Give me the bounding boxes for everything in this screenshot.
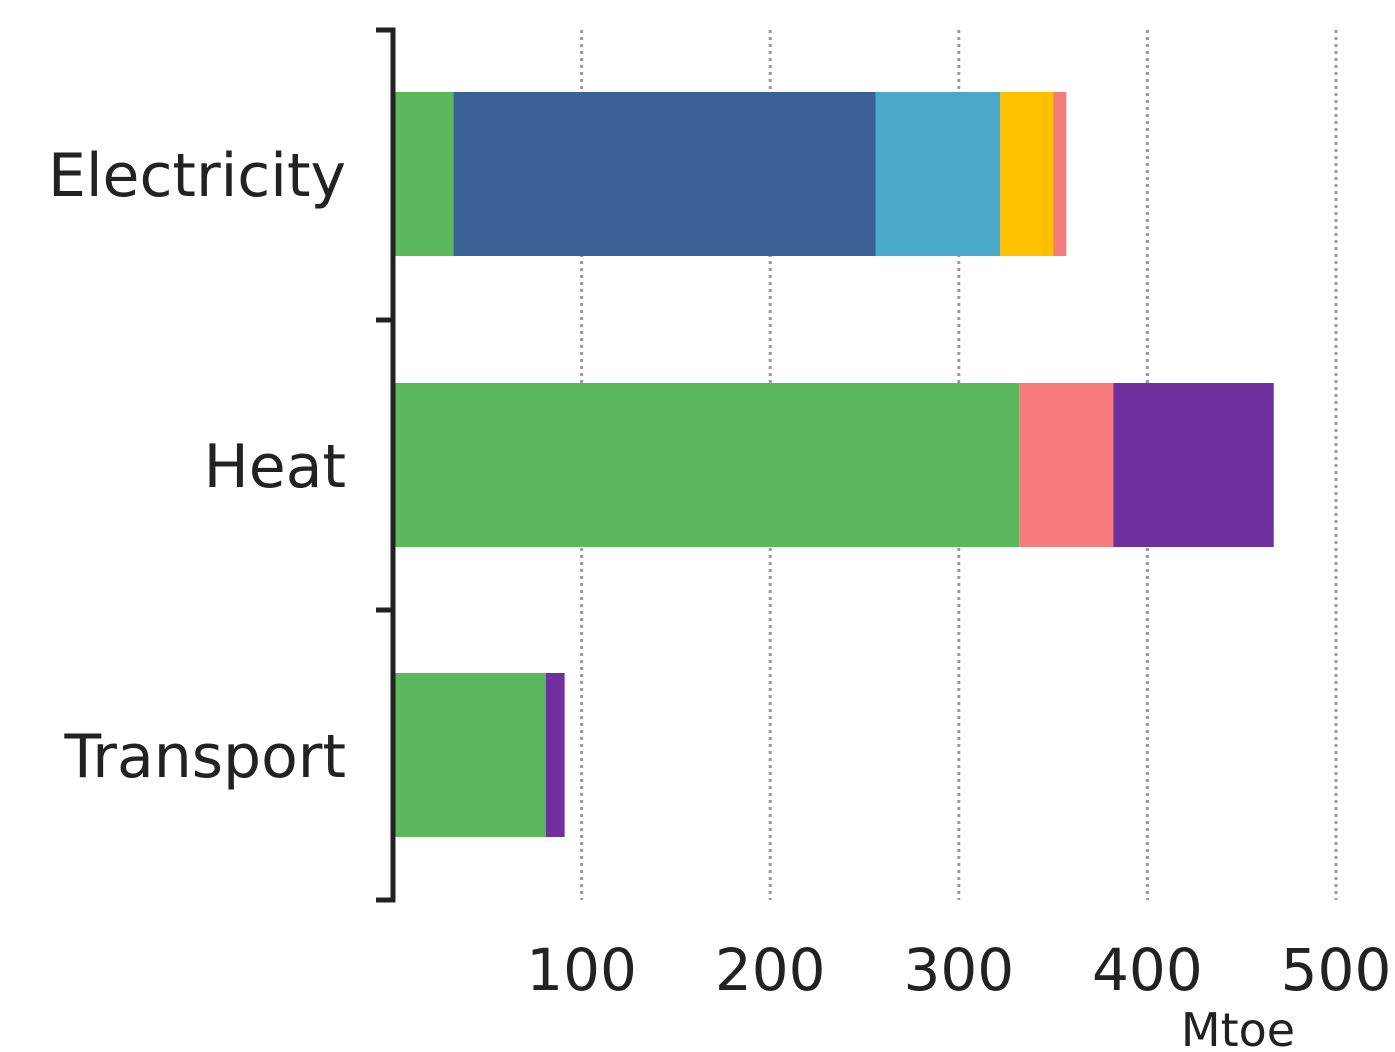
bar-segment-heat-1 — [393, 383, 1020, 547]
x-tick-label-300: 300 — [903, 936, 1014, 1004]
bar-segment-transport-1 — [393, 673, 546, 837]
category-label-transport: Transport — [63, 722, 346, 792]
bar-segment-electricity-2 — [453, 92, 876, 256]
bar-segment-electricity-5 — [1053, 92, 1067, 256]
bar-segment-electricity-3 — [875, 92, 1001, 256]
bar-segment-heat-3 — [1113, 383, 1274, 547]
y-axis — [376, 27, 396, 903]
y-axis-line — [376, 27, 396, 903]
bar-segment-electricity-4 — [1000, 92, 1054, 256]
x-tick-label-500: 500 — [1281, 936, 1392, 1004]
bar-segment-transport-2 — [545, 673, 565, 837]
category-label-electricity: Electricity — [48, 141, 346, 211]
bar-segment-electricity-1 — [393, 92, 454, 256]
x-tick-label-100: 100 — [526, 936, 637, 1004]
bar-segment-heat-2 — [1019, 383, 1114, 547]
x-tick-labels: 100 200 300 400 500 — [526, 936, 1391, 1004]
bars-group — [393, 92, 1274, 837]
x-unit-label: Mtoe — [1181, 1003, 1295, 1052]
category-label-heat: Heat — [204, 432, 346, 502]
category-labels: Electricity Heat Transport — [48, 141, 346, 792]
x-tick-label-200: 200 — [715, 936, 826, 1004]
x-tick-label-400: 400 — [1092, 936, 1203, 1004]
